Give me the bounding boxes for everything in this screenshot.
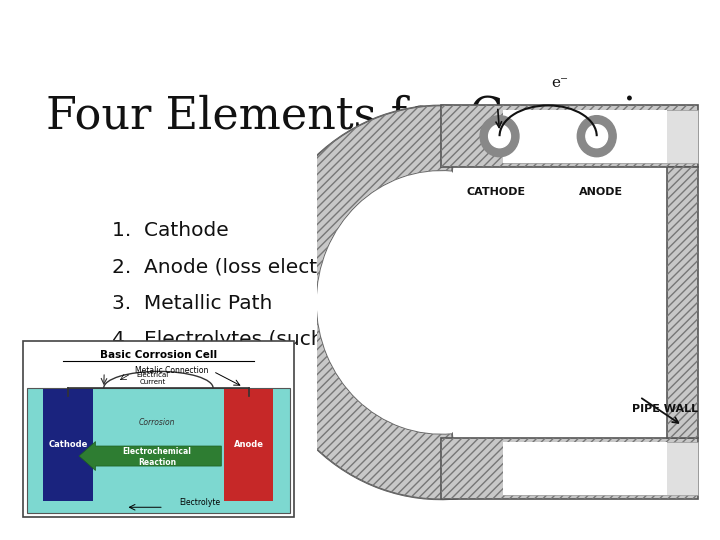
Wedge shape: [255, 105, 457, 500]
Text: PIPE WALL: PIPE WALL: [631, 404, 698, 414]
Bar: [503, 442, 698, 495]
Text: Corrosion: Corrosion: [139, 418, 175, 427]
Text: Anode: Anode: [234, 441, 264, 449]
Text: Electrical
Current: Electrical Current: [137, 373, 169, 386]
Bar: [667, 167, 698, 438]
Text: CATHODE: CATHODE: [466, 187, 525, 198]
FancyBboxPatch shape: [23, 341, 294, 517]
Bar: [503, 110, 698, 163]
FancyArrow shape: [79, 442, 221, 470]
Bar: [503, 110, 667, 163]
Bar: [441, 438, 698, 500]
Text: Metalic Connection: Metalic Connection: [135, 366, 209, 375]
Bar: [224, 389, 274, 501]
FancyBboxPatch shape: [27, 388, 289, 513]
Circle shape: [489, 125, 510, 147]
Bar: [441, 105, 698, 167]
Circle shape: [577, 116, 616, 157]
Text: water, acids): water, acids): [112, 362, 281, 381]
Bar: [441, 438, 698, 500]
Circle shape: [480, 116, 519, 157]
Bar: [503, 442, 667, 495]
Text: ANODE: ANODE: [579, 187, 623, 198]
Bar: [441, 105, 698, 167]
Text: Four Elements for Corrosion: Four Elements for Corrosion: [46, 94, 692, 137]
Text: Basic Corrosion Cell: Basic Corrosion Cell: [100, 350, 217, 360]
Text: 4.  Electrolytes (such as:: 4. Electrolytes (such as:: [112, 330, 360, 349]
Text: e⁻: e⁻: [552, 76, 568, 90]
Text: 1.  Cathode: 1. Cathode: [112, 221, 229, 240]
Text: 2.  Anode (loss electrons): 2. Anode (loss electrons): [112, 258, 369, 276]
Text: Cathode: Cathode: [48, 441, 88, 449]
Text: Electrolyte: Electrolyte: [179, 498, 220, 507]
Wedge shape: [317, 171, 452, 434]
Bar: [43, 389, 93, 501]
Text: Electrochemical
Reaction: Electrochemical Reaction: [122, 448, 192, 467]
Bar: [667, 167, 698, 438]
Text: 3.  Metallic Path: 3. Metallic Path: [112, 294, 273, 313]
Circle shape: [586, 125, 608, 147]
